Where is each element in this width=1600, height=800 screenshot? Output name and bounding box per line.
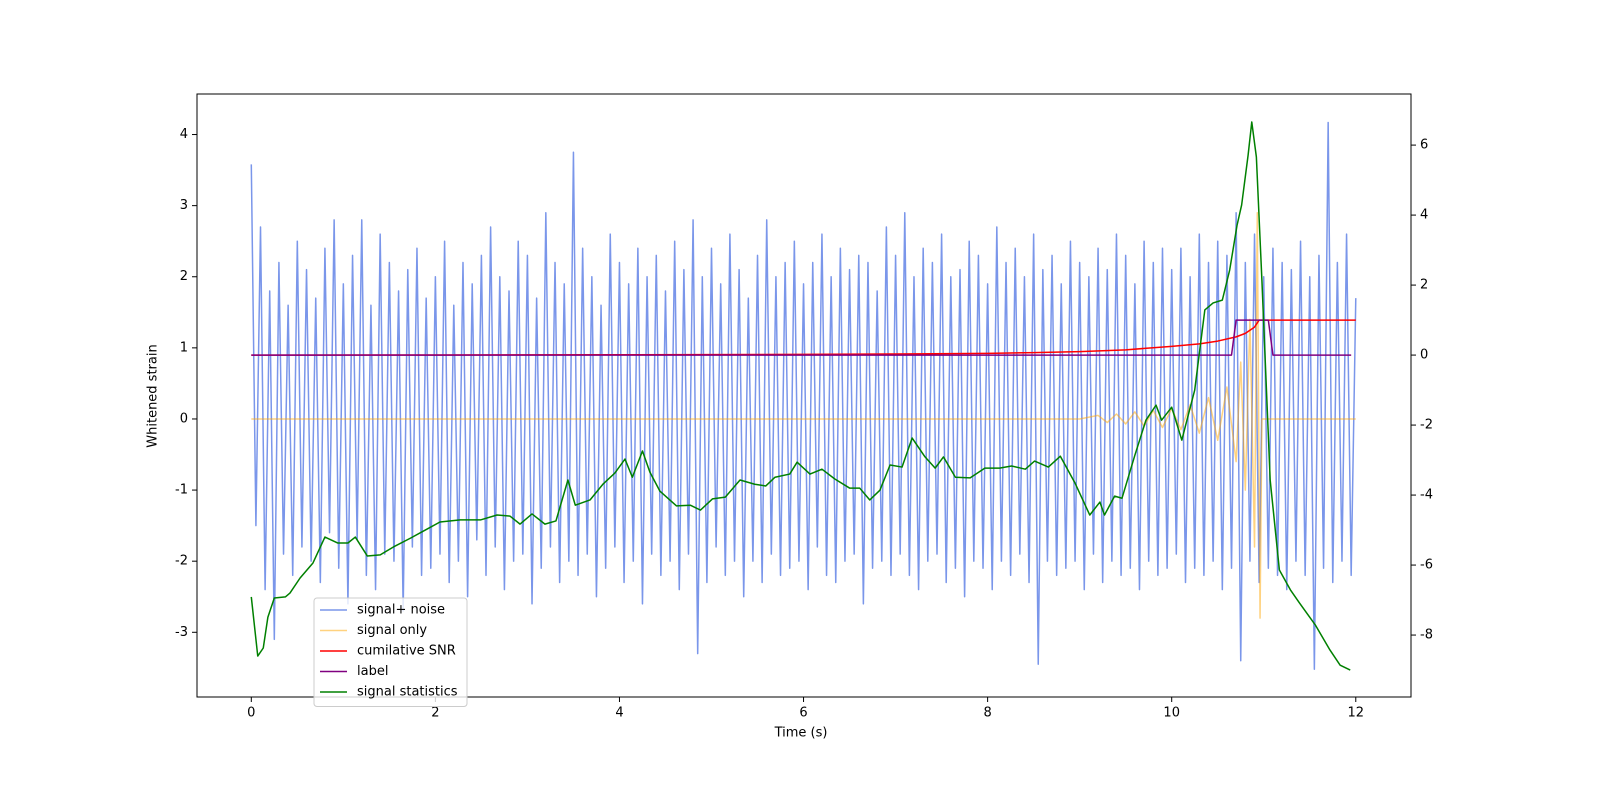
y2-tick-label: -8 (1420, 628, 1433, 643)
series-line (250, 121, 1351, 671)
legend-label: label (357, 664, 388, 679)
series-line (250, 121, 1357, 671)
legend-label: signal only (357, 623, 427, 638)
y2-tick-label: 6 (1420, 138, 1428, 153)
y2-tick-label: -2 (1420, 418, 1433, 433)
x-tick-label: 6 (799, 706, 807, 721)
y2-tick-label: 2 (1420, 278, 1428, 293)
y-tick-label: 0 (180, 411, 188, 426)
x-tick-label: 8 (983, 706, 991, 721)
y-tick-label: 4 (180, 127, 188, 142)
y-tick-label: 1 (180, 340, 188, 355)
y2-tick-label: -4 (1420, 488, 1433, 503)
series-line (251, 319, 1352, 356)
x-tick-label: 10 (1163, 706, 1180, 721)
legend-box (313, 597, 468, 707)
y2-tick-label: 4 (1420, 208, 1428, 223)
y2-tick-label: -6 (1420, 558, 1433, 573)
y-tick-label: 3 (180, 198, 188, 213)
x-axis-label: Time (s) (774, 726, 828, 741)
legend-label: signal+ noise (357, 603, 445, 618)
x-tick-label: 2 (431, 706, 439, 721)
x-tick-label: 12 (1348, 706, 1365, 721)
legend-label: signal statistics (357, 685, 458, 700)
y-tick-label: -1 (175, 483, 188, 498)
y-tick-label: 2 (180, 269, 188, 284)
plot-frame (196, 93, 1412, 698)
y-tick-label: -3 (175, 625, 188, 640)
y-axis-label: Whitened strain (146, 344, 161, 447)
x-tick-label: 4 (615, 706, 623, 721)
y-tick-label: -2 (175, 554, 188, 569)
y2-tick-label: 0 (1420, 348, 1428, 363)
x-tick-label: 0 (247, 706, 255, 721)
legend-label: cumilative SNR (357, 644, 456, 659)
